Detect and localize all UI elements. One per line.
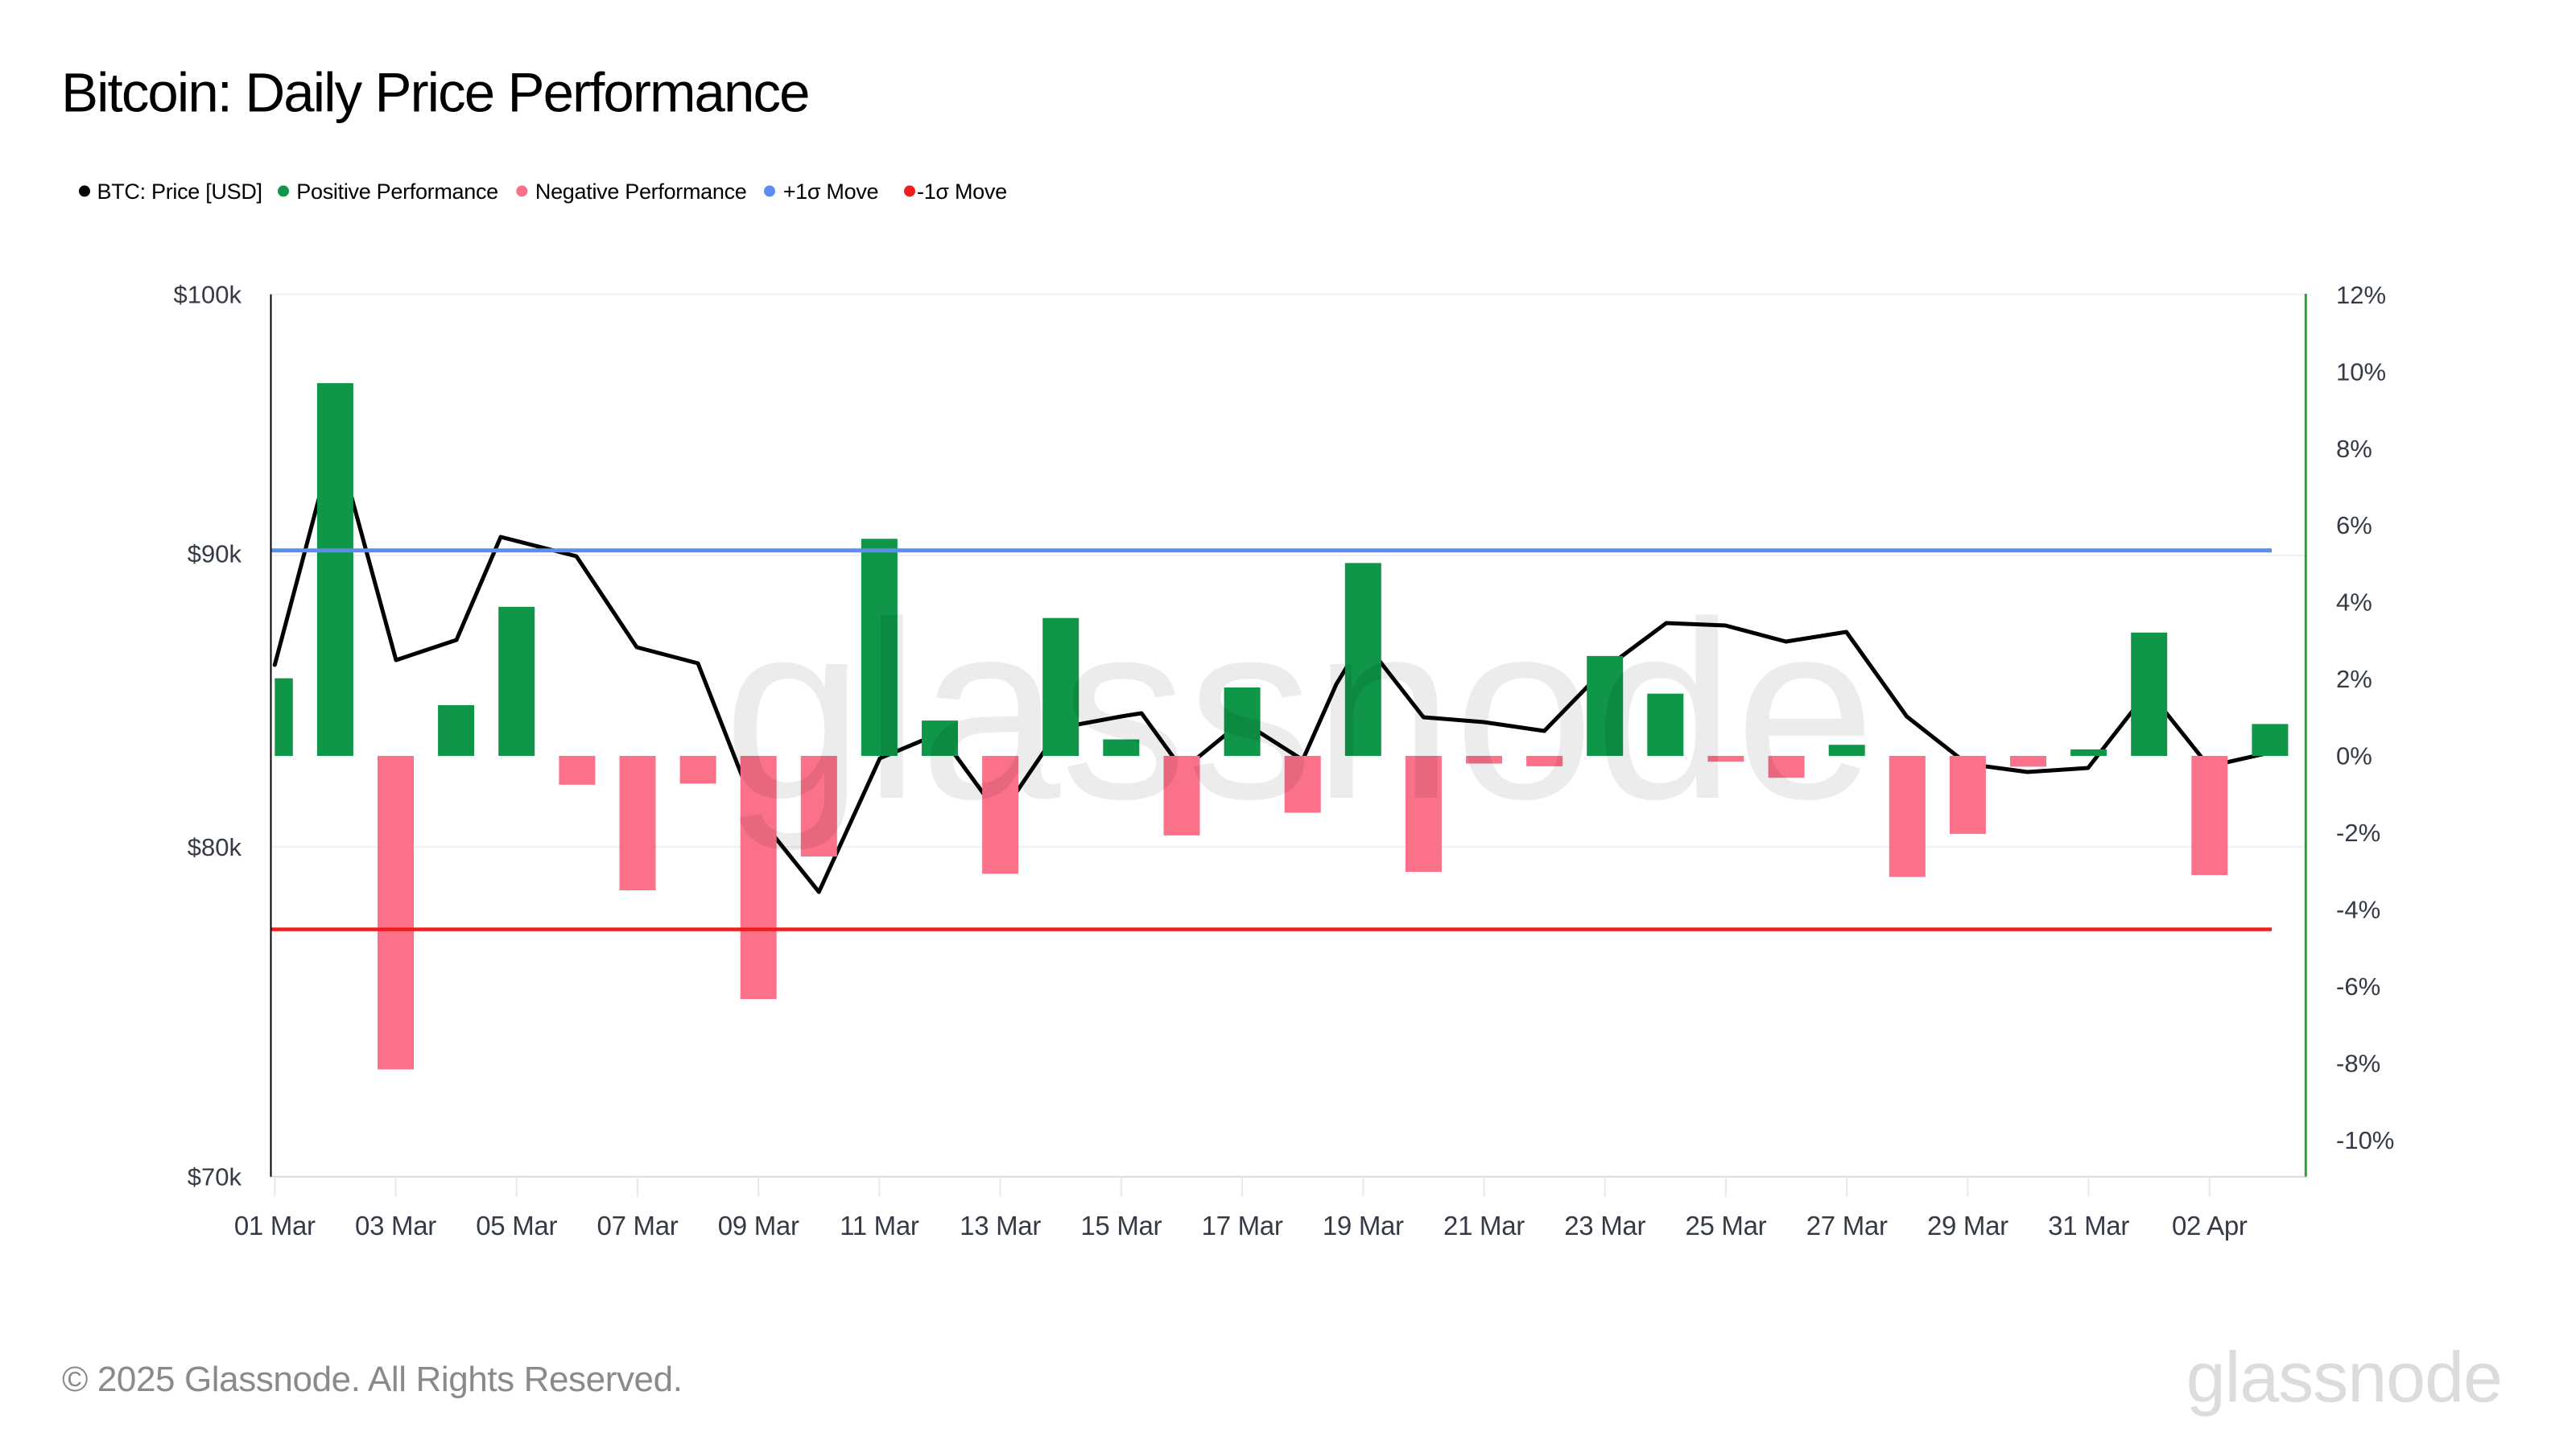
svg-text:$100k: $100k xyxy=(174,281,242,309)
svg-text:glassnode: glassnode xyxy=(723,569,1876,853)
svg-text:Positive Performance: Positive Performance xyxy=(296,180,498,204)
svg-text:02 Apr: 02 Apr xyxy=(2172,1211,2248,1241)
svg-text:4%: 4% xyxy=(2336,588,2372,617)
svg-text:23 Mar: 23 Mar xyxy=(1564,1211,1645,1241)
svg-text:17 Mar: 17 Mar xyxy=(1202,1211,1283,1241)
svg-text:Negative Performance: Negative Performance xyxy=(535,180,747,204)
svg-text:-2%: -2% xyxy=(2336,819,2380,847)
svg-text:-4%: -4% xyxy=(2336,896,2380,924)
svg-text:$70k: $70k xyxy=(188,1163,242,1191)
svg-text:-6%: -6% xyxy=(2336,972,2380,1001)
svg-text:31 Mar: 31 Mar xyxy=(2048,1211,2129,1241)
svg-text:Bitcoin: Daily Price Performan: Bitcoin: Daily Price Performance xyxy=(61,62,809,124)
svg-text:03 Mar: 03 Mar xyxy=(355,1211,436,1241)
svg-text:$90k: $90k xyxy=(188,539,242,568)
svg-text:13 Mar: 13 Mar xyxy=(960,1211,1041,1241)
svg-text:-1σ Move: -1σ Move xyxy=(917,180,1007,204)
svg-text:-10%: -10% xyxy=(2336,1126,2394,1154)
svg-text:11 Mar: 11 Mar xyxy=(840,1211,919,1241)
svg-text:09 Mar: 09 Mar xyxy=(718,1211,799,1241)
svg-text:01 Mar: 01 Mar xyxy=(234,1211,316,1241)
svg-text:05 Mar: 05 Mar xyxy=(476,1211,557,1241)
svg-text:07 Mar: 07 Mar xyxy=(597,1211,679,1241)
svg-text:15 Mar: 15 Mar xyxy=(1080,1211,1162,1241)
svg-text:19 Mar: 19 Mar xyxy=(1323,1211,1404,1241)
svg-text:8%: 8% xyxy=(2336,435,2372,463)
svg-text:+1σ Move: +1σ Move xyxy=(783,180,879,204)
svg-text:-8%: -8% xyxy=(2336,1049,2380,1077)
svg-text:27 Mar: 27 Mar xyxy=(1806,1211,1888,1241)
svg-text:BTC: Price [USD]: BTC: Price [USD] xyxy=(97,180,262,204)
svg-text:glassnode: glassnode xyxy=(2186,1337,2502,1417)
svg-text:10%: 10% xyxy=(2336,357,2386,386)
svg-text:21 Mar: 21 Mar xyxy=(1443,1211,1525,1241)
svg-text:29 Mar: 29 Mar xyxy=(1927,1211,2008,1241)
svg-text:6%: 6% xyxy=(2336,511,2372,539)
svg-text:$80k: $80k xyxy=(188,833,242,861)
svg-text:0%: 0% xyxy=(2336,742,2372,770)
svg-text:25 Mar: 25 Mar xyxy=(1685,1211,1766,1241)
svg-text:© 2025 Glassnode. All Rights R: © 2025 Glassnode. All Rights Reserved. xyxy=(62,1360,683,1399)
svg-text:2%: 2% xyxy=(2336,665,2372,693)
svg-text:12%: 12% xyxy=(2336,281,2386,309)
